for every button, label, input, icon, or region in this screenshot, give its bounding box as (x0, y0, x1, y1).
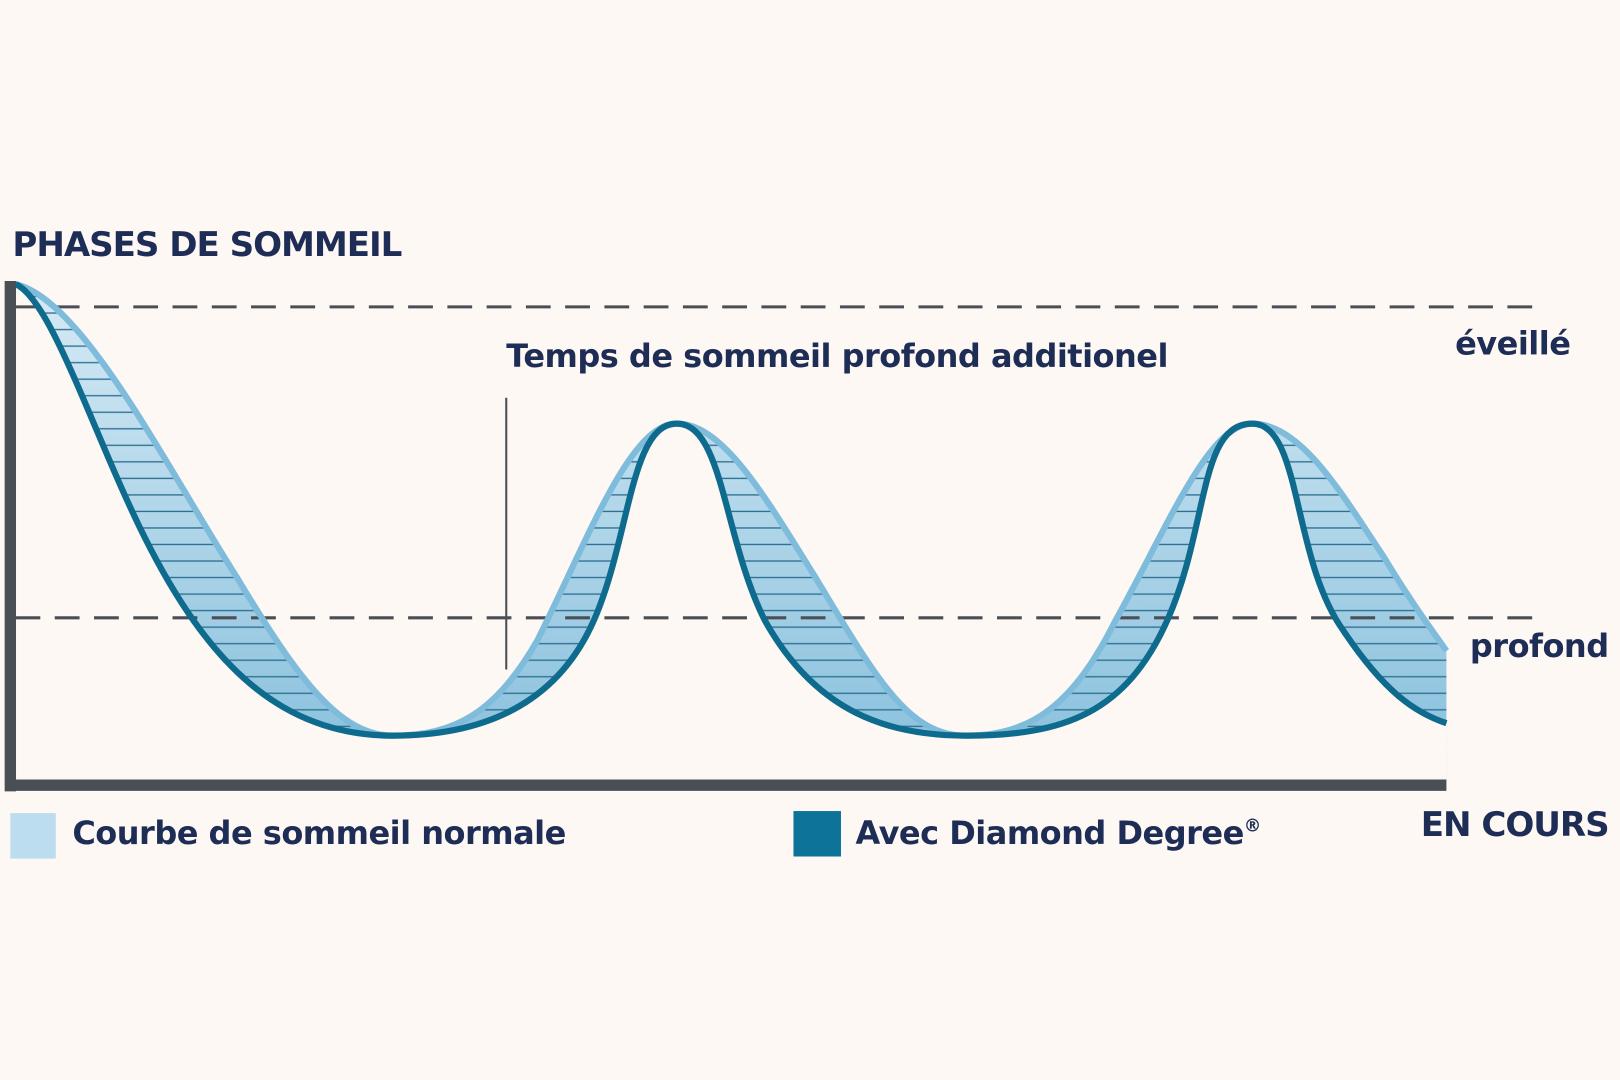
level-label: profond (1470, 627, 1609, 665)
level-label: éveillé (1455, 324, 1570, 362)
axis-title: PHASES DE SOMMEIL (12, 225, 401, 265)
legend-text: Avec Diamond Degree (855, 814, 1243, 852)
legend-label: Courbe de sommeil normale (72, 814, 566, 852)
legend-swatch (10, 813, 56, 859)
legend-label: Avec Diamond Degree® (855, 814, 1260, 852)
diamond-curve (14, 281, 1448, 739)
annotation: Temps de sommeil profond additionel (506, 337, 1168, 375)
legend-swatch (793, 811, 841, 857)
trademark: ® (1244, 817, 1261, 837)
x-axis-label: EN COURS (1421, 805, 1609, 845)
